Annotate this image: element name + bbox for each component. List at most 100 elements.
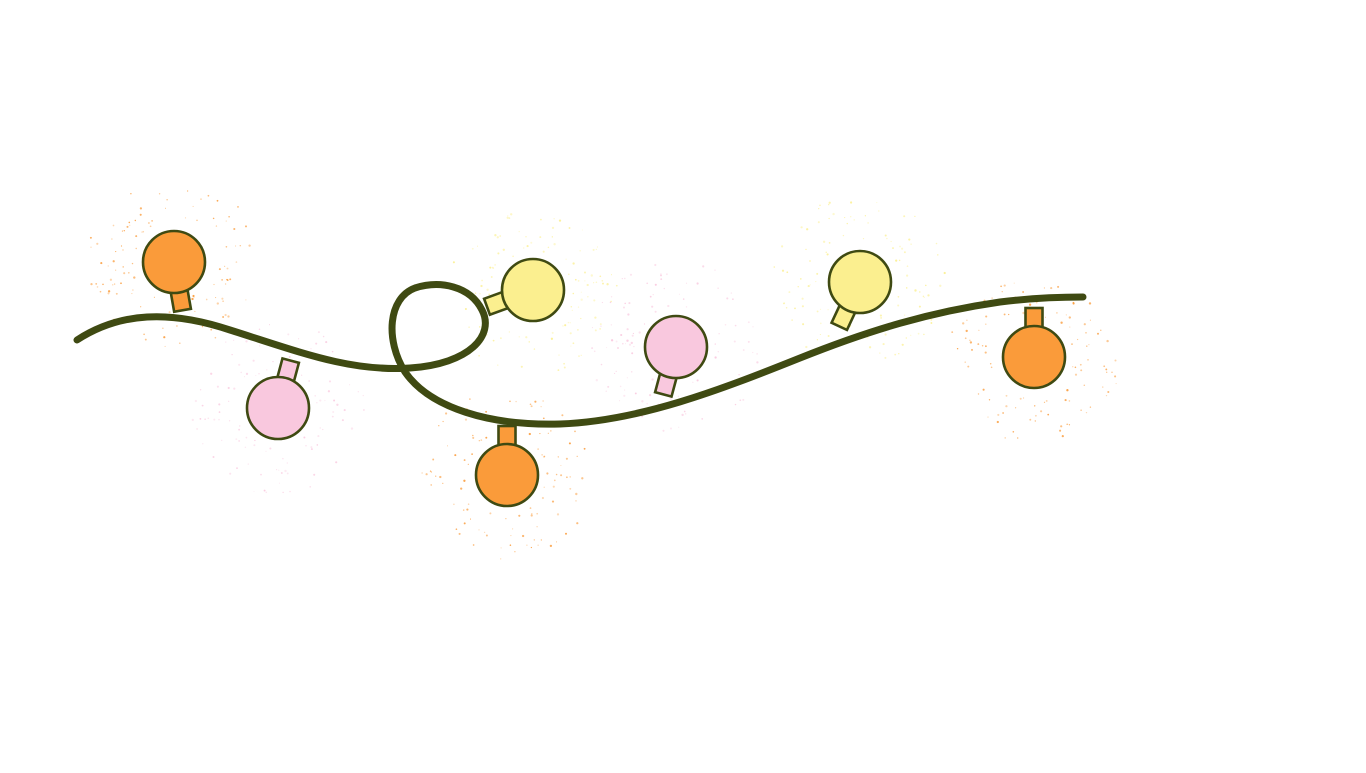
- glow-speck: [216, 199, 219, 202]
- glow-speck: [289, 490, 291, 493]
- glow-speck: [646, 403, 648, 405]
- glow-speck: [801, 297, 804, 300]
- glow-speck: [905, 287, 908, 289]
- glow-speck: [481, 279, 483, 282]
- glow-speck: [1076, 338, 1079, 341]
- glow-speck: [1107, 390, 1110, 394]
- glow-speck: [1034, 414, 1037, 417]
- glow-speck: [139, 207, 143, 210]
- glow-speck: [1068, 400, 1071, 402]
- glow-speck: [228, 420, 231, 422]
- glow-speck: [654, 310, 657, 313]
- glow-speck: [1064, 399, 1067, 402]
- glow-speck: [984, 351, 987, 354]
- bulb-pink: [245, 356, 311, 441]
- glow-speck: [541, 496, 544, 500]
- glow-speck: [577, 280, 580, 282]
- glow-speck: [184, 217, 187, 219]
- glow-speck: [107, 265, 109, 267]
- glow-speck: [593, 282, 595, 284]
- glow-speck: [512, 528, 514, 530]
- glow-speck: [1083, 323, 1086, 326]
- glow-speck: [595, 281, 598, 283]
- glow-speck: [648, 393, 652, 397]
- glow-speck: [1005, 405, 1008, 408]
- glow-speck: [552, 485, 555, 488]
- glow-speck: [1089, 406, 1092, 408]
- glow-speck: [325, 341, 328, 344]
- glow-speck: [685, 306, 688, 308]
- glow-speck: [199, 389, 202, 391]
- glow-speck: [305, 445, 307, 447]
- glow-speck: [218, 418, 220, 421]
- glow-speck: [153, 296, 155, 298]
- glow-speck: [479, 293, 481, 295]
- glow-speck: [850, 201, 853, 204]
- glow-speck: [579, 250, 581, 252]
- glow-speck: [553, 479, 556, 482]
- bulb-yellow: [827, 249, 893, 332]
- bulb-glass: [245, 375, 311, 441]
- glow-speck: [641, 400, 644, 403]
- glow-speck: [213, 418, 216, 421]
- glow-speck: [794, 307, 796, 310]
- glow-speck: [158, 193, 161, 195]
- glow-speck: [1008, 313, 1010, 316]
- glow-speck: [196, 219, 198, 222]
- glow-speck: [884, 356, 887, 359]
- glow-speck: [239, 425, 241, 427]
- glow-speck: [964, 337, 967, 340]
- glow-speck: [439, 475, 442, 479]
- glow-speck: [114, 283, 116, 285]
- glow-speck: [628, 343, 632, 346]
- glow-speck: [624, 277, 626, 280]
- glow-speck: [825, 251, 827, 253]
- glow-speck: [201, 404, 204, 407]
- glow-speck: [906, 265, 909, 267]
- glow-speck: [756, 353, 758, 355]
- glow-speck: [800, 226, 803, 229]
- glow-speck: [244, 446, 247, 448]
- glow-speck: [717, 351, 719, 353]
- glow-speck: [147, 222, 150, 224]
- glow-speck: [1004, 437, 1006, 439]
- glow-speck: [341, 419, 344, 422]
- glow-speck: [586, 283, 589, 287]
- glow-speck: [471, 434, 474, 437]
- glow-speck: [207, 417, 210, 420]
- glow-speck: [752, 326, 754, 328]
- glow-speck: [228, 216, 230, 218]
- glow-speck: [530, 241, 533, 244]
- glow-speck: [287, 333, 290, 336]
- glow-speck: [254, 439, 256, 442]
- glow-speck: [333, 399, 336, 402]
- glow-speck: [844, 217, 846, 219]
- glow-speck: [421, 472, 423, 474]
- glow-speck: [263, 489, 266, 492]
- glow-speck: [229, 472, 232, 475]
- glow-speck: [357, 391, 359, 393]
- glow-speck: [615, 284, 618, 287]
- glow-speck: [988, 399, 991, 401]
- glow-speck: [539, 236, 542, 239]
- glow-speck: [1071, 343, 1073, 345]
- glow-speck: [483, 531, 486, 534]
- glow-speck: [512, 255, 514, 258]
- glow-speck: [607, 385, 610, 388]
- glow-speck: [227, 386, 230, 390]
- glow-speck: [224, 265, 226, 267]
- glow-speck: [1043, 287, 1045, 289]
- glow-speck: [862, 237, 865, 240]
- bulb-glass: [1001, 324, 1067, 390]
- glow-speck: [193, 297, 195, 299]
- glow-speck: [224, 283, 227, 285]
- glow-speck: [969, 339, 971, 341]
- glow-speck: [510, 535, 512, 537]
- glow-speck: [550, 337, 554, 340]
- glow-speck: [610, 339, 614, 342]
- glow-speck: [460, 487, 463, 490]
- glow-speck: [245, 299, 247, 301]
- glow-speck: [1012, 431, 1015, 433]
- glow-speck: [623, 394, 626, 397]
- glow-speck: [561, 414, 564, 417]
